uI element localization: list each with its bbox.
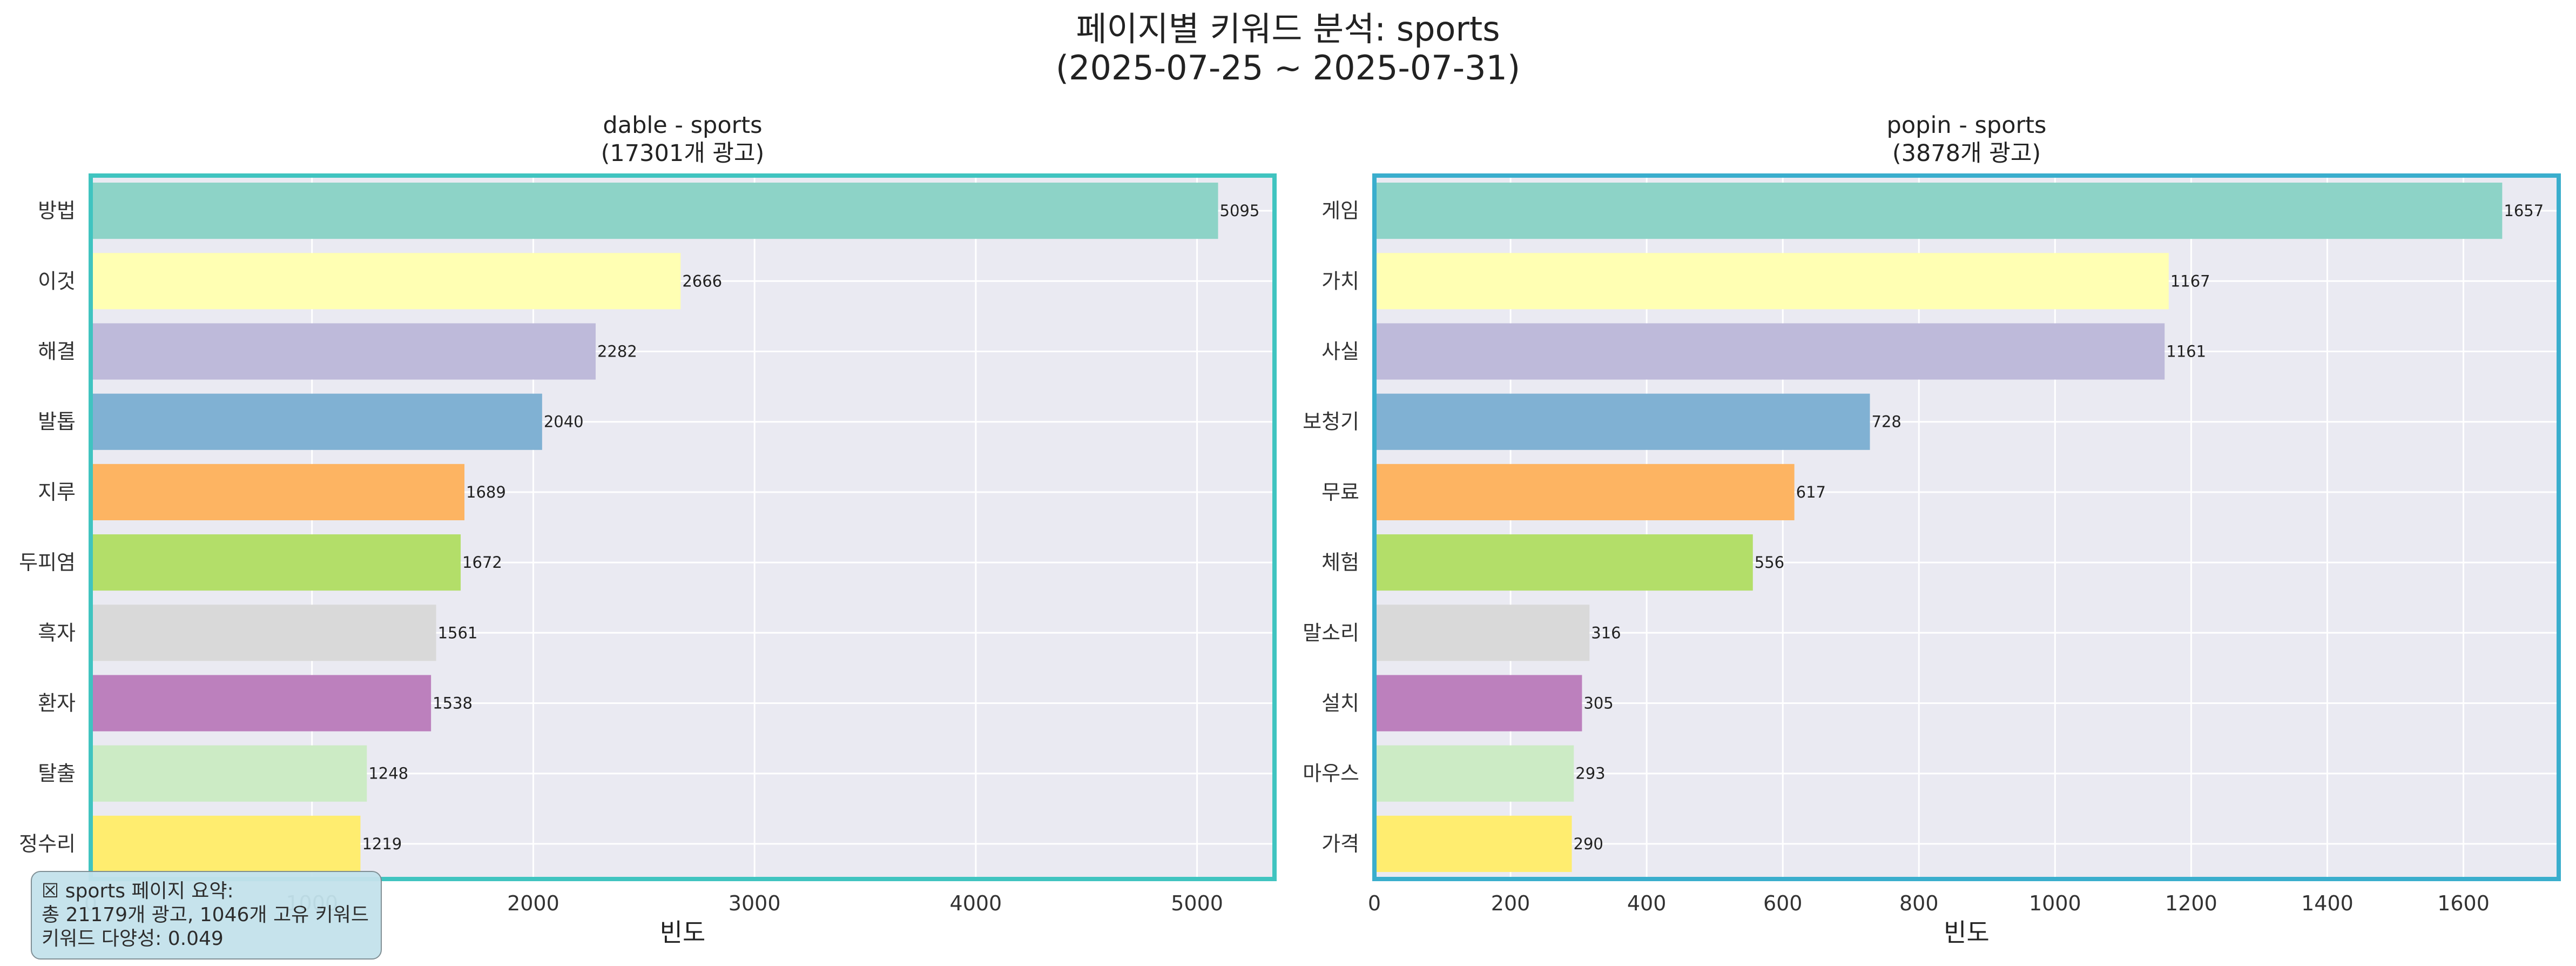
bar-value-label: 290 bbox=[1574, 835, 1603, 853]
figure-title-line1: 페이지별 키워드 분석: sports bbox=[1076, 9, 1500, 49]
subplot-subtitle: (3878개 광고) bbox=[1892, 140, 2041, 167]
x-tick-label: 400 bbox=[1627, 891, 1667, 915]
x-tick-label: 3000 bbox=[729, 891, 781, 915]
bar-value-label: 1657 bbox=[2504, 202, 2544, 220]
y-tick-label: 가격 bbox=[1321, 832, 1359, 856]
subplot-title: popin - sports bbox=[1887, 112, 2047, 139]
bar-value-label: 293 bbox=[1575, 764, 1605, 783]
y-tick-label: 사실 bbox=[1321, 340, 1359, 364]
x-axis-label: 빈도 bbox=[1944, 918, 1990, 947]
bar-value-label: 1167 bbox=[2170, 272, 2210, 290]
x-tick-label: 0 bbox=[1368, 891, 1381, 915]
y-tick-label: 이것 bbox=[38, 269, 76, 293]
summary-box: ☒ sports 페이지 요약: 총 21179개 광고, 1046개 고유 키… bbox=[31, 871, 382, 960]
x-tick-label: 1400 bbox=[2301, 891, 2354, 915]
x-tick-label: 600 bbox=[1763, 891, 1803, 915]
bar-value-label: 728 bbox=[1872, 413, 1901, 431]
y-tick-label: 탈출 bbox=[38, 762, 76, 786]
bar-value-label: 2666 bbox=[682, 272, 722, 290]
summary-totals: 총 21179개 광고, 1046개 고유 키워드 bbox=[42, 904, 369, 926]
bar-보청기 bbox=[1374, 393, 1870, 450]
x-tick-label: 2000 bbox=[507, 891, 559, 915]
x-tick-label: 200 bbox=[1491, 891, 1530, 915]
bar-value-label: 1538 bbox=[433, 694, 473, 713]
bar-value-label: 2282 bbox=[597, 343, 637, 361]
summary-diversity: 키워드 다양성: 0.049 bbox=[42, 928, 224, 950]
bar-말소리 bbox=[1374, 605, 1590, 661]
y-tick-label: 방법 bbox=[38, 199, 76, 223]
bar-두피염 bbox=[91, 534, 461, 591]
plot-frame bbox=[1372, 173, 2561, 881]
y-tick-label: 설치 bbox=[1321, 692, 1359, 715]
x-tick-label: 5000 bbox=[1171, 891, 1223, 915]
bar-설치 bbox=[1374, 675, 1582, 732]
bar-value-label: 1672 bbox=[462, 553, 502, 572]
bar-발톱 bbox=[91, 393, 542, 450]
bar-흑자 bbox=[91, 605, 436, 661]
y-tick-label: 해결 bbox=[38, 340, 76, 364]
x-tick-label: 800 bbox=[1899, 891, 1939, 915]
bar-value-label: 1219 bbox=[362, 835, 402, 853]
bar-체험 bbox=[1374, 534, 1753, 591]
bar-value-label: 1248 bbox=[368, 764, 408, 783]
bar-value-label: 1561 bbox=[438, 623, 478, 642]
y-tick-label: 두피염 bbox=[19, 551, 76, 574]
bar-해결 bbox=[91, 323, 596, 380]
bar-value-label: 305 bbox=[1583, 694, 1613, 713]
bar-무료 bbox=[1374, 464, 1795, 520]
y-tick-label: 지루 bbox=[38, 480, 76, 504]
bar-value-label: 316 bbox=[1591, 623, 1621, 642]
bar-value-label: 1161 bbox=[2166, 343, 2206, 361]
bar-이것 bbox=[91, 253, 681, 310]
bar-방법 bbox=[91, 183, 1218, 239]
x-tick-label: 1600 bbox=[2437, 891, 2490, 915]
y-tick-label: 체험 bbox=[1321, 551, 1359, 574]
bar-탈출 bbox=[91, 745, 367, 802]
y-tick-label: 발톱 bbox=[38, 410, 76, 434]
y-tick-label: 무료 bbox=[1321, 480, 1359, 504]
y-tick-label: 가치 bbox=[1321, 269, 1359, 293]
bar-value-label: 556 bbox=[1755, 553, 1784, 572]
y-tick-label: 보청기 bbox=[1303, 410, 1359, 434]
x-tick-label: 4000 bbox=[950, 891, 1002, 915]
bar-가격 bbox=[1374, 815, 1572, 872]
bar-value-label: 1689 bbox=[466, 483, 506, 501]
y-tick-label: 흑자 bbox=[38, 621, 76, 645]
x-tick-label: 1000 bbox=[2029, 891, 2081, 915]
bar-게임 bbox=[1374, 183, 2503, 239]
y-tick-label: 마우스 bbox=[1303, 762, 1359, 786]
bar-사실 bbox=[1374, 323, 2165, 380]
figure-title: 페이지별 키워드 분석: sports (2025-07-25 ~ 2025-0… bbox=[0, 10, 2576, 88]
bar-지루 bbox=[91, 464, 465, 520]
y-tick-label: 환자 bbox=[38, 692, 76, 715]
bar-정수리 bbox=[91, 815, 361, 872]
x-axis-label: 빈도 bbox=[660, 918, 706, 947]
bar-환자 bbox=[91, 675, 431, 732]
y-tick-label: 정수리 bbox=[19, 832, 76, 856]
bar-value-label: 5095 bbox=[1220, 202, 1260, 220]
subplot-subtitle: (17301개 광고) bbox=[601, 140, 765, 167]
bar-마우스 bbox=[1374, 745, 1574, 802]
y-tick-label: 게임 bbox=[1321, 199, 1359, 223]
subplot-title: dable - sports bbox=[603, 112, 762, 139]
figure-title-line2: (2025-07-25 ~ 2025-07-31) bbox=[1055, 48, 1521, 88]
bar-value-label: 2040 bbox=[544, 413, 584, 431]
plot-frame bbox=[89, 173, 1277, 881]
y-tick-label: 말소리 bbox=[1303, 621, 1359, 645]
summary-title: ☒ sports 페이지 요약: bbox=[42, 880, 234, 902]
bar-value-label: 617 bbox=[1796, 483, 1826, 501]
bar-가치 bbox=[1374, 253, 2169, 310]
x-tick-label: 1200 bbox=[2165, 891, 2217, 915]
